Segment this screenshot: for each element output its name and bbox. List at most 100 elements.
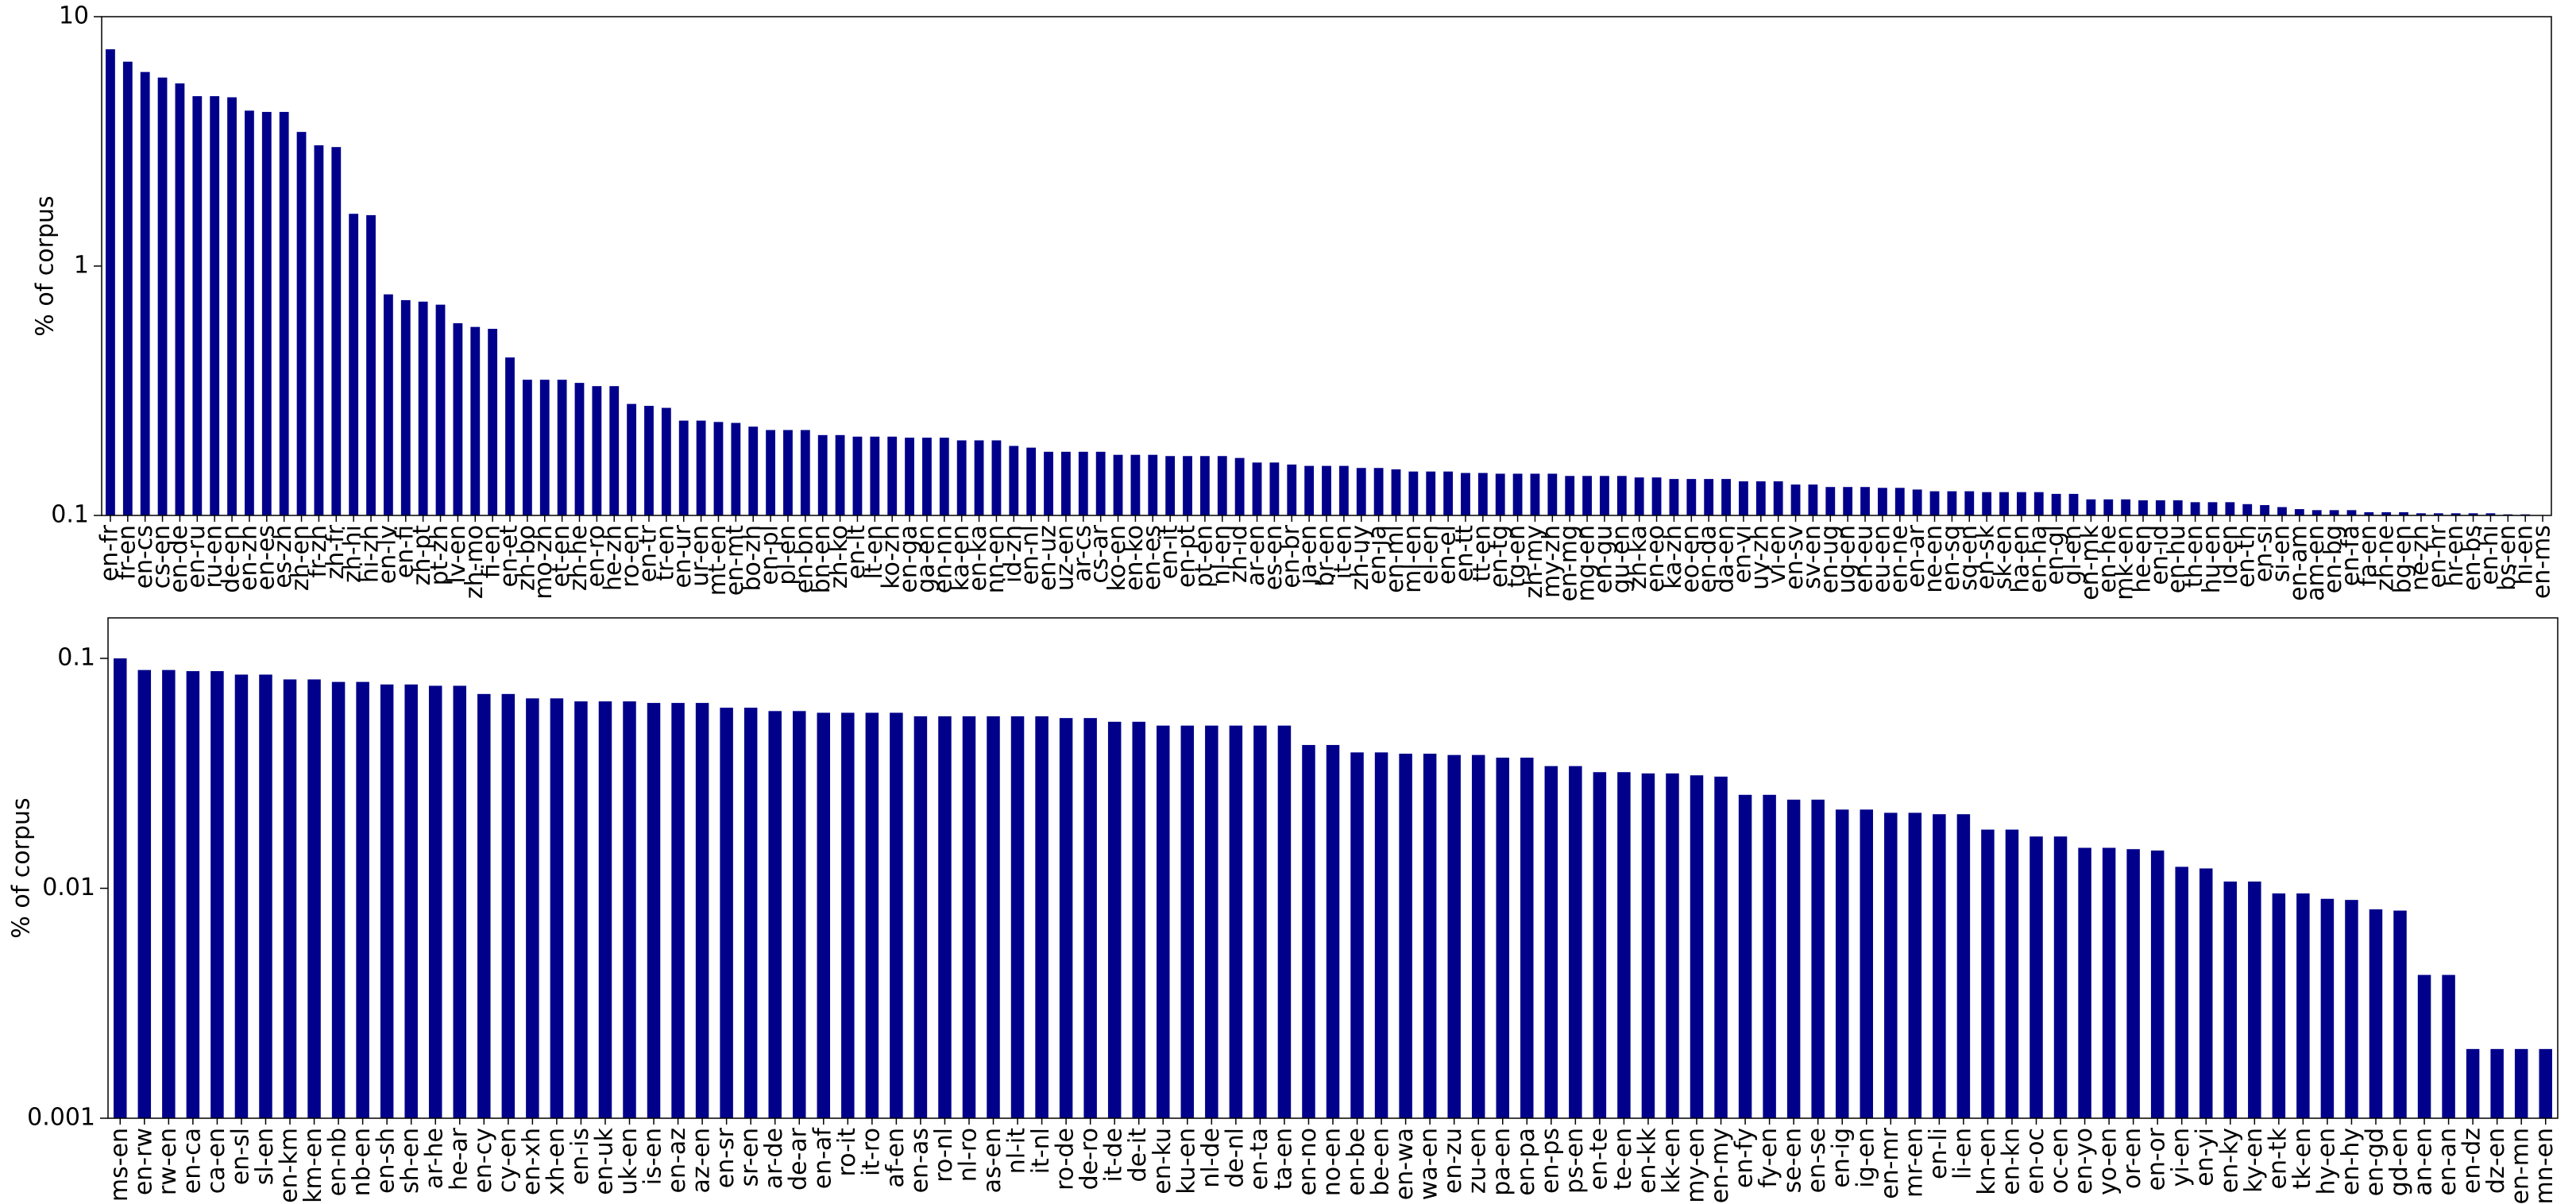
x-tick-label: en-fy — [1731, 1128, 1759, 1188]
x-tick-label: zh-pt — [408, 525, 436, 586]
bar — [1878, 488, 1887, 515]
x-tick-label: ta-en — [1269, 1128, 1297, 1190]
x-tick-label: de-ar — [785, 1127, 813, 1190]
bar — [557, 380, 567, 515]
y-tick-label: 0.01 — [42, 874, 95, 901]
bar — [1010, 716, 1025, 1118]
x-tick-label: nn-en — [982, 525, 1010, 593]
x-tick-label: bg-en — [2389, 525, 2417, 593]
x-tick-label: nl-ro — [954, 1128, 982, 1182]
bar — [383, 294, 393, 515]
bar — [1773, 481, 1783, 515]
bar — [331, 147, 342, 515]
bar — [2399, 511, 2408, 515]
x-tick-label: en-th — [2233, 525, 2261, 588]
x-tick-label: eu-en — [1867, 525, 1895, 593]
bar — [2248, 881, 2261, 1118]
x-tick-label: en-ne — [1885, 525, 1913, 593]
x-tick-label: fa-en — [2354, 525, 2382, 586]
x-tick-label: uz-en — [1051, 525, 1079, 591]
x-tick-label: kn-en — [1973, 1128, 2001, 1195]
x-tick-label: zh-he — [565, 525, 593, 591]
bar — [1391, 469, 1401, 515]
bar — [1714, 776, 1728, 1118]
x-tick-label: en-fa — [2337, 525, 2365, 586]
y-axis-label: % of corpus — [8, 797, 36, 938]
bar — [1666, 773, 1679, 1118]
x-tick-label: en-zh — [234, 525, 262, 591]
bar — [2381, 511, 2392, 515]
x-tick-label: zh-ka — [1624, 525, 1652, 589]
x-tick-label: hu-en — [2198, 525, 2226, 593]
x-tick-label: hi-zh — [357, 525, 384, 583]
x-tick-label: en-el — [1434, 525, 1462, 585]
bar — [1217, 456, 1227, 515]
bar — [1690, 775, 1704, 1118]
x-tick-label: en-gl — [2041, 525, 2069, 585]
bar — [2272, 893, 2286, 1118]
bar — [1302, 745, 1315, 1118]
x-tick-label: li-en — [1948, 1128, 1976, 1179]
x-tick-label: en-ar — [1902, 524, 1930, 588]
x-tick-label: ro-de — [1052, 1128, 1079, 1190]
bar — [1234, 457, 1245, 515]
x-tick-label: en-tg — [1485, 525, 1513, 588]
bar — [783, 430, 793, 515]
bar — [905, 438, 914, 515]
bar — [435, 304, 446, 515]
x-tick-label: it-en — [1329, 525, 1357, 579]
bar — [696, 420, 706, 515]
bar — [1009, 446, 1019, 515]
x-tick-label: it-nl — [1027, 1128, 1055, 1174]
bar — [1569, 766, 1582, 1118]
bar — [1600, 476, 1609, 515]
x-tick-label: en-ug — [1816, 525, 1844, 593]
bar — [678, 420, 689, 515]
bar — [1956, 814, 1971, 1118]
bar — [1738, 794, 1752, 1118]
x-tick-label: en-de — [165, 525, 193, 593]
bar — [1026, 447, 1037, 515]
bar — [647, 703, 661, 1118]
bar — [1496, 757, 1509, 1118]
x-tick-label: as-en — [979, 1128, 1006, 1193]
x-tick-label: ar-en — [1242, 525, 1270, 586]
bar — [938, 716, 952, 1118]
bar — [1641, 773, 1655, 1118]
x-tick-label: mk-en — [2111, 525, 2139, 600]
x-tick-label: ru-en — [200, 525, 228, 588]
bar — [1686, 479, 1697, 515]
bar — [2490, 1048, 2504, 1118]
x-tick-label: pt-zh — [426, 525, 454, 585]
bar — [2016, 492, 2026, 515]
bar — [1059, 718, 1073, 1118]
x-tick-label: oc-en — [2046, 1128, 2074, 1194]
x-tick-label: en-ky — [2215, 1128, 2243, 1193]
x-tick-label: es-zh — [269, 525, 297, 588]
x-tick-label: en-ig — [1828, 1128, 1856, 1188]
bar — [695, 703, 709, 1118]
bar — [1426, 471, 1436, 515]
x-tick-label: en-te — [1585, 1128, 1612, 1190]
bar — [2294, 509, 2304, 515]
x-tick-label: mt-en — [704, 525, 732, 596]
x-tick-label: de-it — [1124, 1128, 1152, 1183]
x-tick-label: en-xh — [518, 1128, 546, 1195]
bar — [1132, 721, 1145, 1118]
bar — [453, 322, 463, 515]
axes-frame — [107, 617, 2559, 1119]
bar — [592, 386, 602, 515]
bar — [526, 698, 539, 1118]
bar — [574, 383, 585, 515]
x-tick-label: en-cy — [469, 1128, 497, 1194]
bar — [1786, 799, 1801, 1118]
bar — [865, 712, 879, 1118]
x-tick-label: ig-en — [1852, 1128, 1879, 1188]
x-tick-label: ca-en — [203, 1128, 230, 1194]
x-tick-label: en-yo — [2070, 1128, 2098, 1194]
bar — [331, 681, 346, 1118]
bar — [1165, 456, 1176, 515]
bar — [380, 684, 394, 1118]
bar — [2364, 511, 2374, 515]
bar — [501, 693, 516, 1118]
